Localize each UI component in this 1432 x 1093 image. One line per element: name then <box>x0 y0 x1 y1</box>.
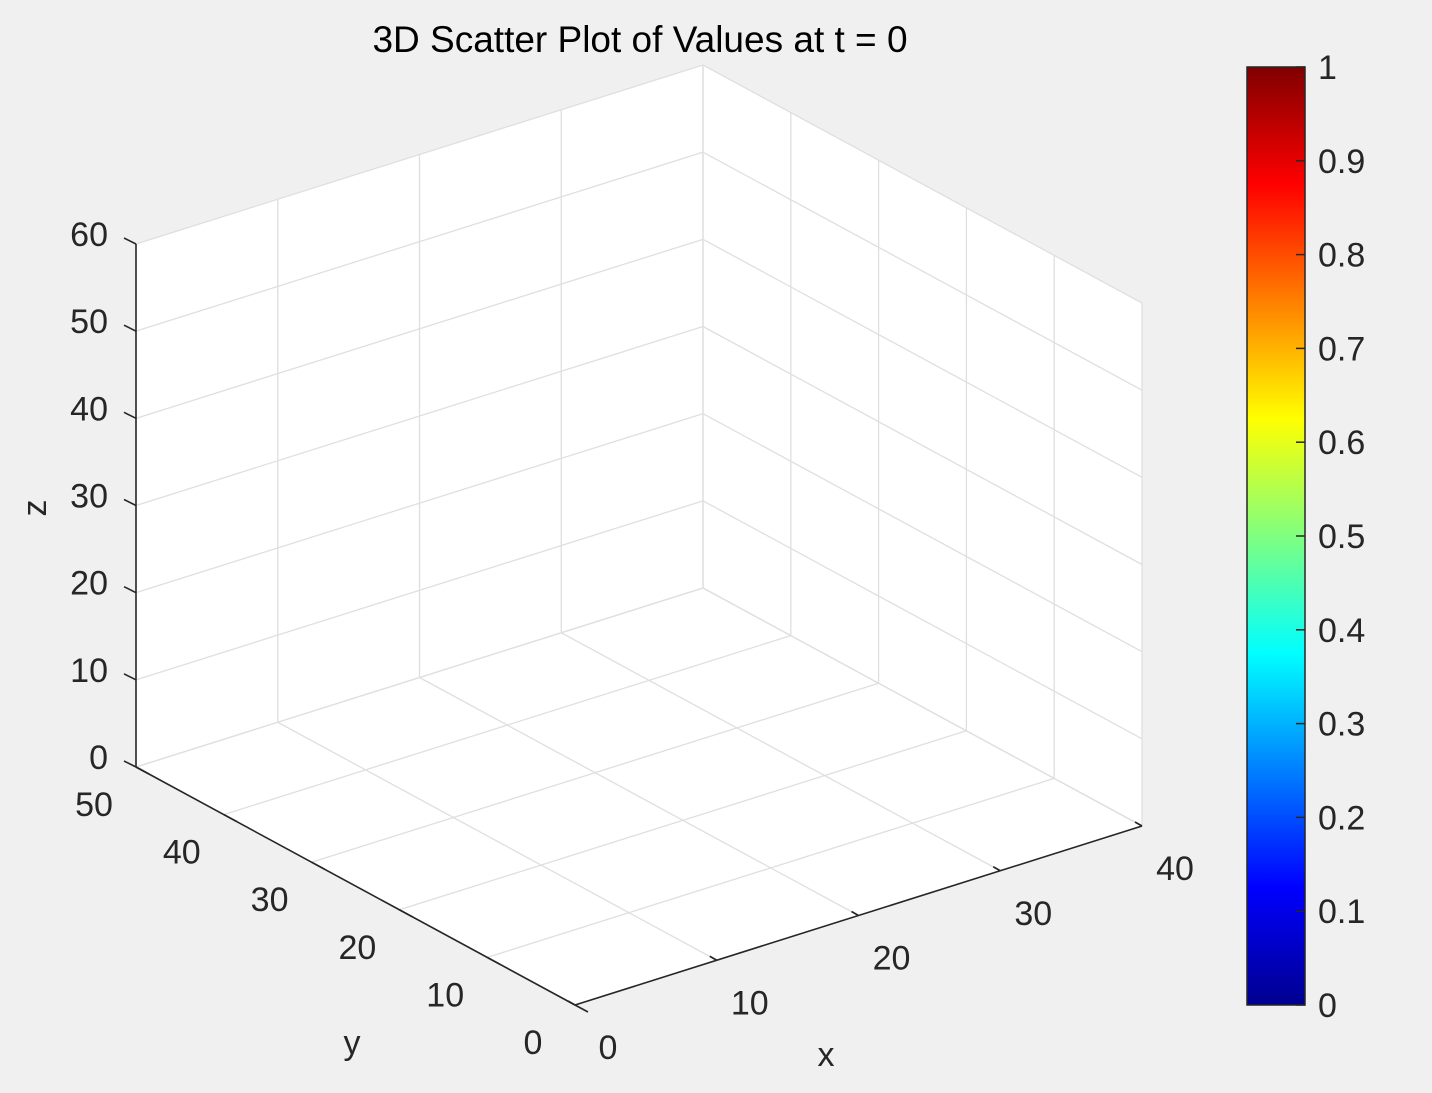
z-tick-label: 30 <box>70 478 108 516</box>
z-tick-label: 50 <box>70 303 108 341</box>
x-grid-line <box>419 676 859 917</box>
z-axis-label: z <box>16 500 54 517</box>
z-grid-line <box>135 587 704 768</box>
z-grid-line <box>135 64 704 245</box>
x-tick-label: 30 <box>1014 895 1052 933</box>
z-grid-line <box>702 151 1143 391</box>
z-tick-mark <box>123 585 137 594</box>
z-tick-mark <box>123 411 137 420</box>
z-tick-label: 20 <box>70 565 108 603</box>
y-axis-line <box>135 766 576 1006</box>
colorbar-tick-label: 0.4 <box>1318 612 1365 650</box>
z-grid-line <box>702 238 1143 478</box>
z-grid-line <box>135 500 704 681</box>
chart-title: 3D Scatter Plot of Values at t = 0 <box>372 19 907 60</box>
z-grid-line <box>702 325 1143 566</box>
x-tick-label: 0 <box>599 1029 618 1067</box>
z-tick-mark <box>123 673 137 681</box>
colorbar-tick-label: 1 <box>1318 49 1337 87</box>
y-tick-mark <box>135 766 150 775</box>
colorbar-tick-label: 0.1 <box>1318 893 1365 931</box>
y-tick-mark <box>399 909 413 918</box>
tick-labels: 0 10 20 30 40 0 10 20 30 40 50 0 10 20 30 40 50 60 <box>70 216 1194 1067</box>
x-tick-mark <box>709 955 718 961</box>
colorbar <box>1246 66 1306 1006</box>
x-tick-mark <box>1134 821 1143 827</box>
colorbar-ticks: 0 0.1 0.2 0.3 0.4 0.5 0.6 0.7 0.8 0.9 1 <box>1296 49 1365 1025</box>
x-axis-label: x <box>818 1036 835 1074</box>
y-grid-line <box>487 777 1055 959</box>
y-axis-label: y <box>344 1024 361 1062</box>
colorbar-tick-label: 0.8 <box>1318 237 1365 275</box>
x-tick-mark <box>851 910 859 917</box>
y-tick-mark <box>574 1004 589 1013</box>
z-grid-line <box>135 413 704 594</box>
z-tick-label: 0 <box>89 739 108 777</box>
colorbar-tick-label: 0 <box>1318 987 1337 1025</box>
y-tick-label: 50 <box>75 786 113 824</box>
z-tick-mark <box>123 760 137 768</box>
z-grid-line <box>135 151 704 332</box>
colorbar-tick-label: 0.6 <box>1318 424 1365 462</box>
x-tick-label: 20 <box>873 940 911 978</box>
z-tick-mark <box>123 324 137 332</box>
y-grid-line <box>399 730 967 911</box>
axis-lines <box>123 237 1143 1013</box>
y-tick-mark <box>311 861 325 870</box>
z-grid-line <box>135 238 704 419</box>
z-grid-line <box>702 500 1143 740</box>
y-tick-mark <box>223 813 238 823</box>
y-tick-label: 0 <box>524 1024 543 1062</box>
colorbar-tick-label: 0.5 <box>1318 518 1365 556</box>
x-tick-label: 40 <box>1156 850 1194 888</box>
z-tick-label: 60 <box>70 216 108 254</box>
y-tick-label: 20 <box>338 929 376 967</box>
y-tick-label: 30 <box>251 881 289 919</box>
z-grid-line <box>702 587 1143 827</box>
colorbar-tick-label: 0.9 <box>1318 143 1365 181</box>
y-grid-line <box>223 634 791 816</box>
z-grid-line <box>702 64 1143 304</box>
colorbar-tick-label: 0.7 <box>1318 330 1365 368</box>
y-tick-mark <box>486 956 501 966</box>
z-tick-label: 40 <box>70 390 108 428</box>
x-grid-line <box>560 632 1001 872</box>
y-tick-label: 10 <box>426 976 464 1014</box>
colorbar-tick-label: 0.3 <box>1318 706 1365 744</box>
x-tick-mark <box>992 866 1001 872</box>
y-grid-line <box>311 682 879 863</box>
x-tick-mark <box>567 1000 576 1006</box>
z-tick-label: 10 <box>70 652 108 690</box>
z-tick-mark <box>123 498 137 507</box>
y-tick-label: 40 <box>163 834 201 872</box>
z-grid-line <box>702 413 1143 653</box>
z-tick-mark <box>123 237 137 245</box>
colorbar-tick-label: 0.2 <box>1318 799 1365 837</box>
z-grid-line <box>135 325 704 507</box>
axes-panes <box>136 65 1142 1005</box>
x-grid-line <box>277 721 718 961</box>
x-tick-label: 10 <box>731 984 769 1022</box>
